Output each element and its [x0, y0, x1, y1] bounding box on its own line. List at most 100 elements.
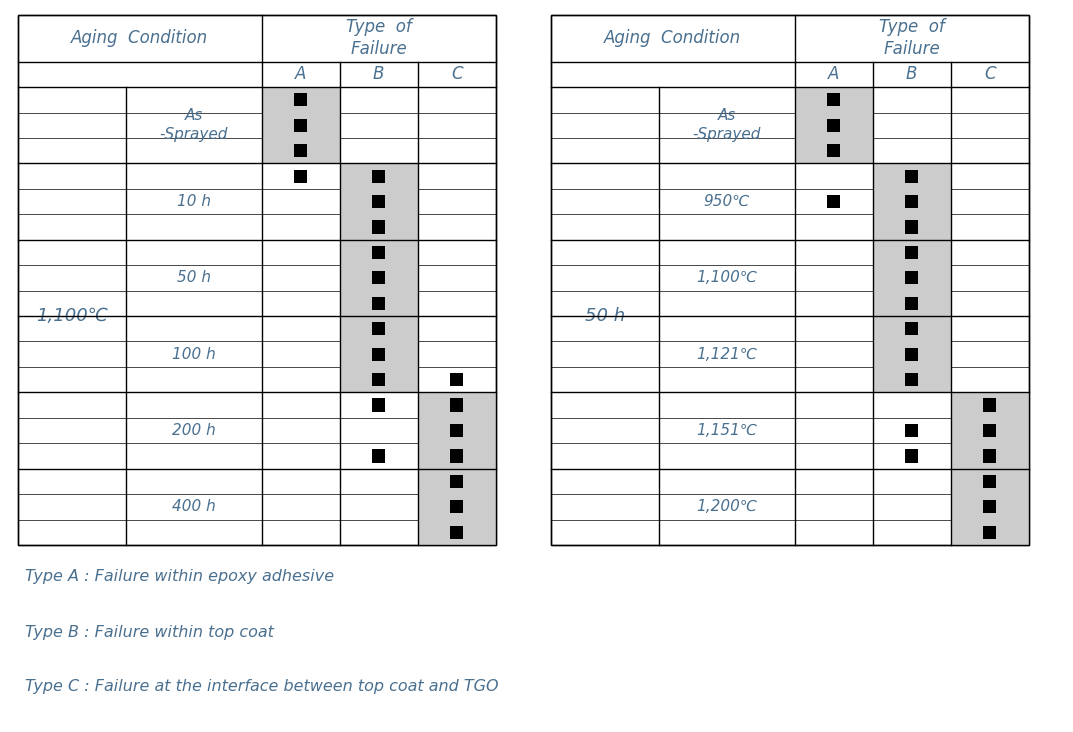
- Bar: [340, 316, 417, 342]
- Text: 1,151℃: 1,151℃: [696, 423, 758, 438]
- Text: Aging  Condition: Aging Condition: [71, 29, 208, 48]
- Bar: [294, 93, 307, 106]
- Bar: [372, 373, 385, 386]
- Bar: [451, 526, 464, 539]
- Bar: [552, 15, 1029, 545]
- Bar: [372, 195, 385, 208]
- Bar: [340, 239, 417, 265]
- Bar: [372, 398, 385, 411]
- Bar: [451, 475, 464, 488]
- Bar: [872, 163, 951, 189]
- Bar: [872, 316, 951, 342]
- Bar: [294, 144, 307, 157]
- Bar: [827, 195, 840, 208]
- Bar: [552, 15, 1029, 545]
- Bar: [451, 424, 464, 437]
- Bar: [417, 494, 496, 520]
- Bar: [340, 189, 417, 214]
- Bar: [872, 239, 951, 265]
- Text: Type  of
Failure: Type of Failure: [879, 18, 944, 59]
- Bar: [340, 163, 417, 189]
- Text: As
-Sprayed: As -Sprayed: [692, 108, 761, 142]
- Text: 400 h: 400 h: [172, 499, 216, 515]
- Bar: [451, 449, 464, 463]
- Bar: [905, 449, 918, 463]
- Bar: [417, 468, 496, 494]
- Bar: [905, 424, 918, 437]
- Bar: [827, 93, 840, 106]
- Text: 1,100℃: 1,100℃: [696, 270, 758, 285]
- Bar: [872, 367, 951, 392]
- Bar: [983, 526, 997, 539]
- Bar: [18, 15, 496, 545]
- Bar: [905, 322, 918, 335]
- Bar: [372, 246, 385, 259]
- Bar: [451, 373, 464, 386]
- Bar: [905, 348, 918, 361]
- Text: A: A: [295, 65, 307, 83]
- Bar: [872, 265, 951, 291]
- Bar: [951, 520, 1029, 545]
- Bar: [372, 170, 385, 183]
- Bar: [905, 296, 918, 310]
- Text: 950℃: 950℃: [704, 194, 750, 209]
- Text: Type  of
Failure: Type of Failure: [346, 18, 412, 59]
- Bar: [951, 468, 1029, 494]
- Bar: [905, 195, 918, 208]
- Bar: [262, 87, 340, 113]
- Bar: [417, 444, 496, 468]
- Bar: [951, 392, 1029, 418]
- Text: Type A : Failure within epoxy adhesive: Type A : Failure within epoxy adhesive: [25, 569, 334, 584]
- Bar: [827, 119, 840, 132]
- Bar: [905, 373, 918, 386]
- Text: C: C: [451, 65, 462, 83]
- Bar: [451, 500, 464, 513]
- Bar: [417, 392, 496, 418]
- Text: 100 h: 100 h: [172, 347, 216, 362]
- Bar: [372, 220, 385, 234]
- Text: 1,100℃: 1,100℃: [35, 307, 107, 325]
- Text: 50 h: 50 h: [177, 270, 210, 285]
- Bar: [983, 424, 997, 437]
- Bar: [983, 500, 997, 513]
- Bar: [905, 246, 918, 259]
- Text: B: B: [906, 65, 917, 83]
- Text: C: C: [984, 65, 996, 83]
- Bar: [262, 113, 340, 138]
- Bar: [340, 367, 417, 392]
- Text: Type B : Failure within top coat: Type B : Failure within top coat: [25, 624, 274, 640]
- Bar: [340, 291, 417, 316]
- Bar: [951, 444, 1029, 468]
- Text: Type C : Failure at the interface between top coat and TGO: Type C : Failure at the interface betwee…: [25, 679, 499, 695]
- Bar: [340, 214, 417, 239]
- Text: 10 h: 10 h: [177, 194, 210, 209]
- Text: 200 h: 200 h: [172, 423, 216, 438]
- Text: 50 h: 50 h: [585, 307, 624, 325]
- Bar: [872, 291, 951, 316]
- Bar: [795, 87, 872, 113]
- Bar: [294, 170, 307, 183]
- Bar: [262, 138, 340, 163]
- Bar: [905, 272, 918, 285]
- Text: A: A: [828, 65, 839, 83]
- Bar: [872, 189, 951, 214]
- Bar: [872, 214, 951, 239]
- Text: B: B: [373, 65, 384, 83]
- Bar: [340, 342, 417, 367]
- Bar: [417, 520, 496, 545]
- Bar: [372, 322, 385, 335]
- Bar: [372, 272, 385, 285]
- Bar: [905, 170, 918, 183]
- Bar: [340, 265, 417, 291]
- Bar: [827, 144, 840, 157]
- Bar: [18, 15, 496, 545]
- Bar: [951, 418, 1029, 444]
- Bar: [905, 220, 918, 234]
- Bar: [451, 398, 464, 411]
- Text: 1,200℃: 1,200℃: [696, 499, 758, 515]
- Bar: [294, 119, 307, 132]
- Text: 1,121℃: 1,121℃: [696, 347, 758, 362]
- Bar: [372, 296, 385, 310]
- Bar: [795, 113, 872, 138]
- Bar: [951, 494, 1029, 520]
